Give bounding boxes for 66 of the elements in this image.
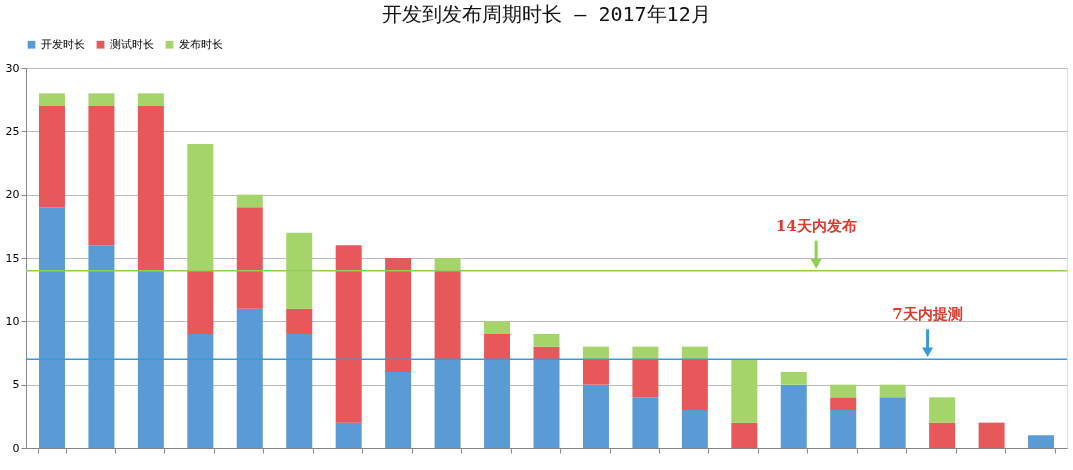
bar bbox=[632, 359, 659, 398]
bar bbox=[88, 245, 115, 448]
bar bbox=[533, 359, 560, 448]
y-tick-label: 0 bbox=[12, 441, 20, 455]
bar bbox=[385, 258, 412, 372]
bar bbox=[137, 93, 164, 106]
bar bbox=[582, 359, 609, 385]
bar bbox=[484, 359, 511, 448]
bar bbox=[236, 207, 263, 309]
bar bbox=[38, 207, 65, 448]
bar bbox=[582, 384, 609, 448]
bar bbox=[632, 397, 659, 448]
bar bbox=[929, 422, 956, 448]
bar bbox=[236, 308, 263, 448]
bar bbox=[632, 346, 659, 360]
y-tick-label: 25 bbox=[5, 124, 20, 138]
bar bbox=[434, 359, 461, 448]
bar bbox=[582, 346, 609, 360]
bar bbox=[879, 397, 906, 448]
y-tick-label: 15 bbox=[5, 251, 20, 265]
chart-title: 开发到发布周期时长 – 2017年12月 bbox=[382, 2, 711, 26]
bar bbox=[681, 359, 708, 410]
bar bbox=[830, 410, 857, 448]
bar bbox=[533, 334, 560, 347]
bar bbox=[484, 321, 511, 334]
ref-line-label: 7天内提测 bbox=[892, 305, 963, 324]
bar bbox=[236, 194, 263, 208]
bar bbox=[88, 106, 115, 246]
bar bbox=[1028, 435, 1055, 448]
legend-label: 测试时长 bbox=[110, 37, 154, 51]
bar bbox=[187, 270, 214, 334]
y-tick-label: 5 bbox=[12, 378, 20, 392]
bar bbox=[830, 384, 857, 398]
bar bbox=[286, 232, 313, 309]
legend-label: 开发时长 bbox=[41, 37, 85, 51]
bar bbox=[38, 93, 65, 106]
bar bbox=[731, 422, 758, 448]
bar bbox=[335, 245, 362, 423]
bar bbox=[929, 397, 956, 423]
bar bbox=[681, 346, 708, 360]
y-tick-label: 10 bbox=[5, 314, 20, 328]
bar bbox=[88, 93, 115, 106]
bar bbox=[335, 422, 362, 448]
legend-label: 发布时长 bbox=[179, 37, 223, 51]
bar bbox=[187, 334, 214, 448]
bar bbox=[137, 270, 164, 448]
y-tick-label: 20 bbox=[5, 188, 20, 202]
bar bbox=[286, 308, 313, 334]
bar bbox=[137, 106, 164, 271]
bar bbox=[484, 334, 511, 360]
bar bbox=[434, 270, 461, 360]
bar bbox=[780, 372, 807, 385]
y-tick-label: 30 bbox=[5, 61, 20, 75]
bar bbox=[38, 106, 65, 208]
bar bbox=[731, 359, 758, 423]
bar bbox=[434, 258, 461, 271]
bar bbox=[187, 144, 214, 271]
bar bbox=[978, 422, 1005, 448]
bar bbox=[879, 384, 906, 398]
bar bbox=[830, 397, 857, 410]
bar bbox=[286, 334, 313, 448]
bar bbox=[780, 384, 807, 448]
bar bbox=[681, 410, 708, 448]
bar bbox=[385, 372, 412, 448]
ref-line-label: 14天内发布 bbox=[775, 216, 857, 235]
bar bbox=[533, 346, 560, 360]
